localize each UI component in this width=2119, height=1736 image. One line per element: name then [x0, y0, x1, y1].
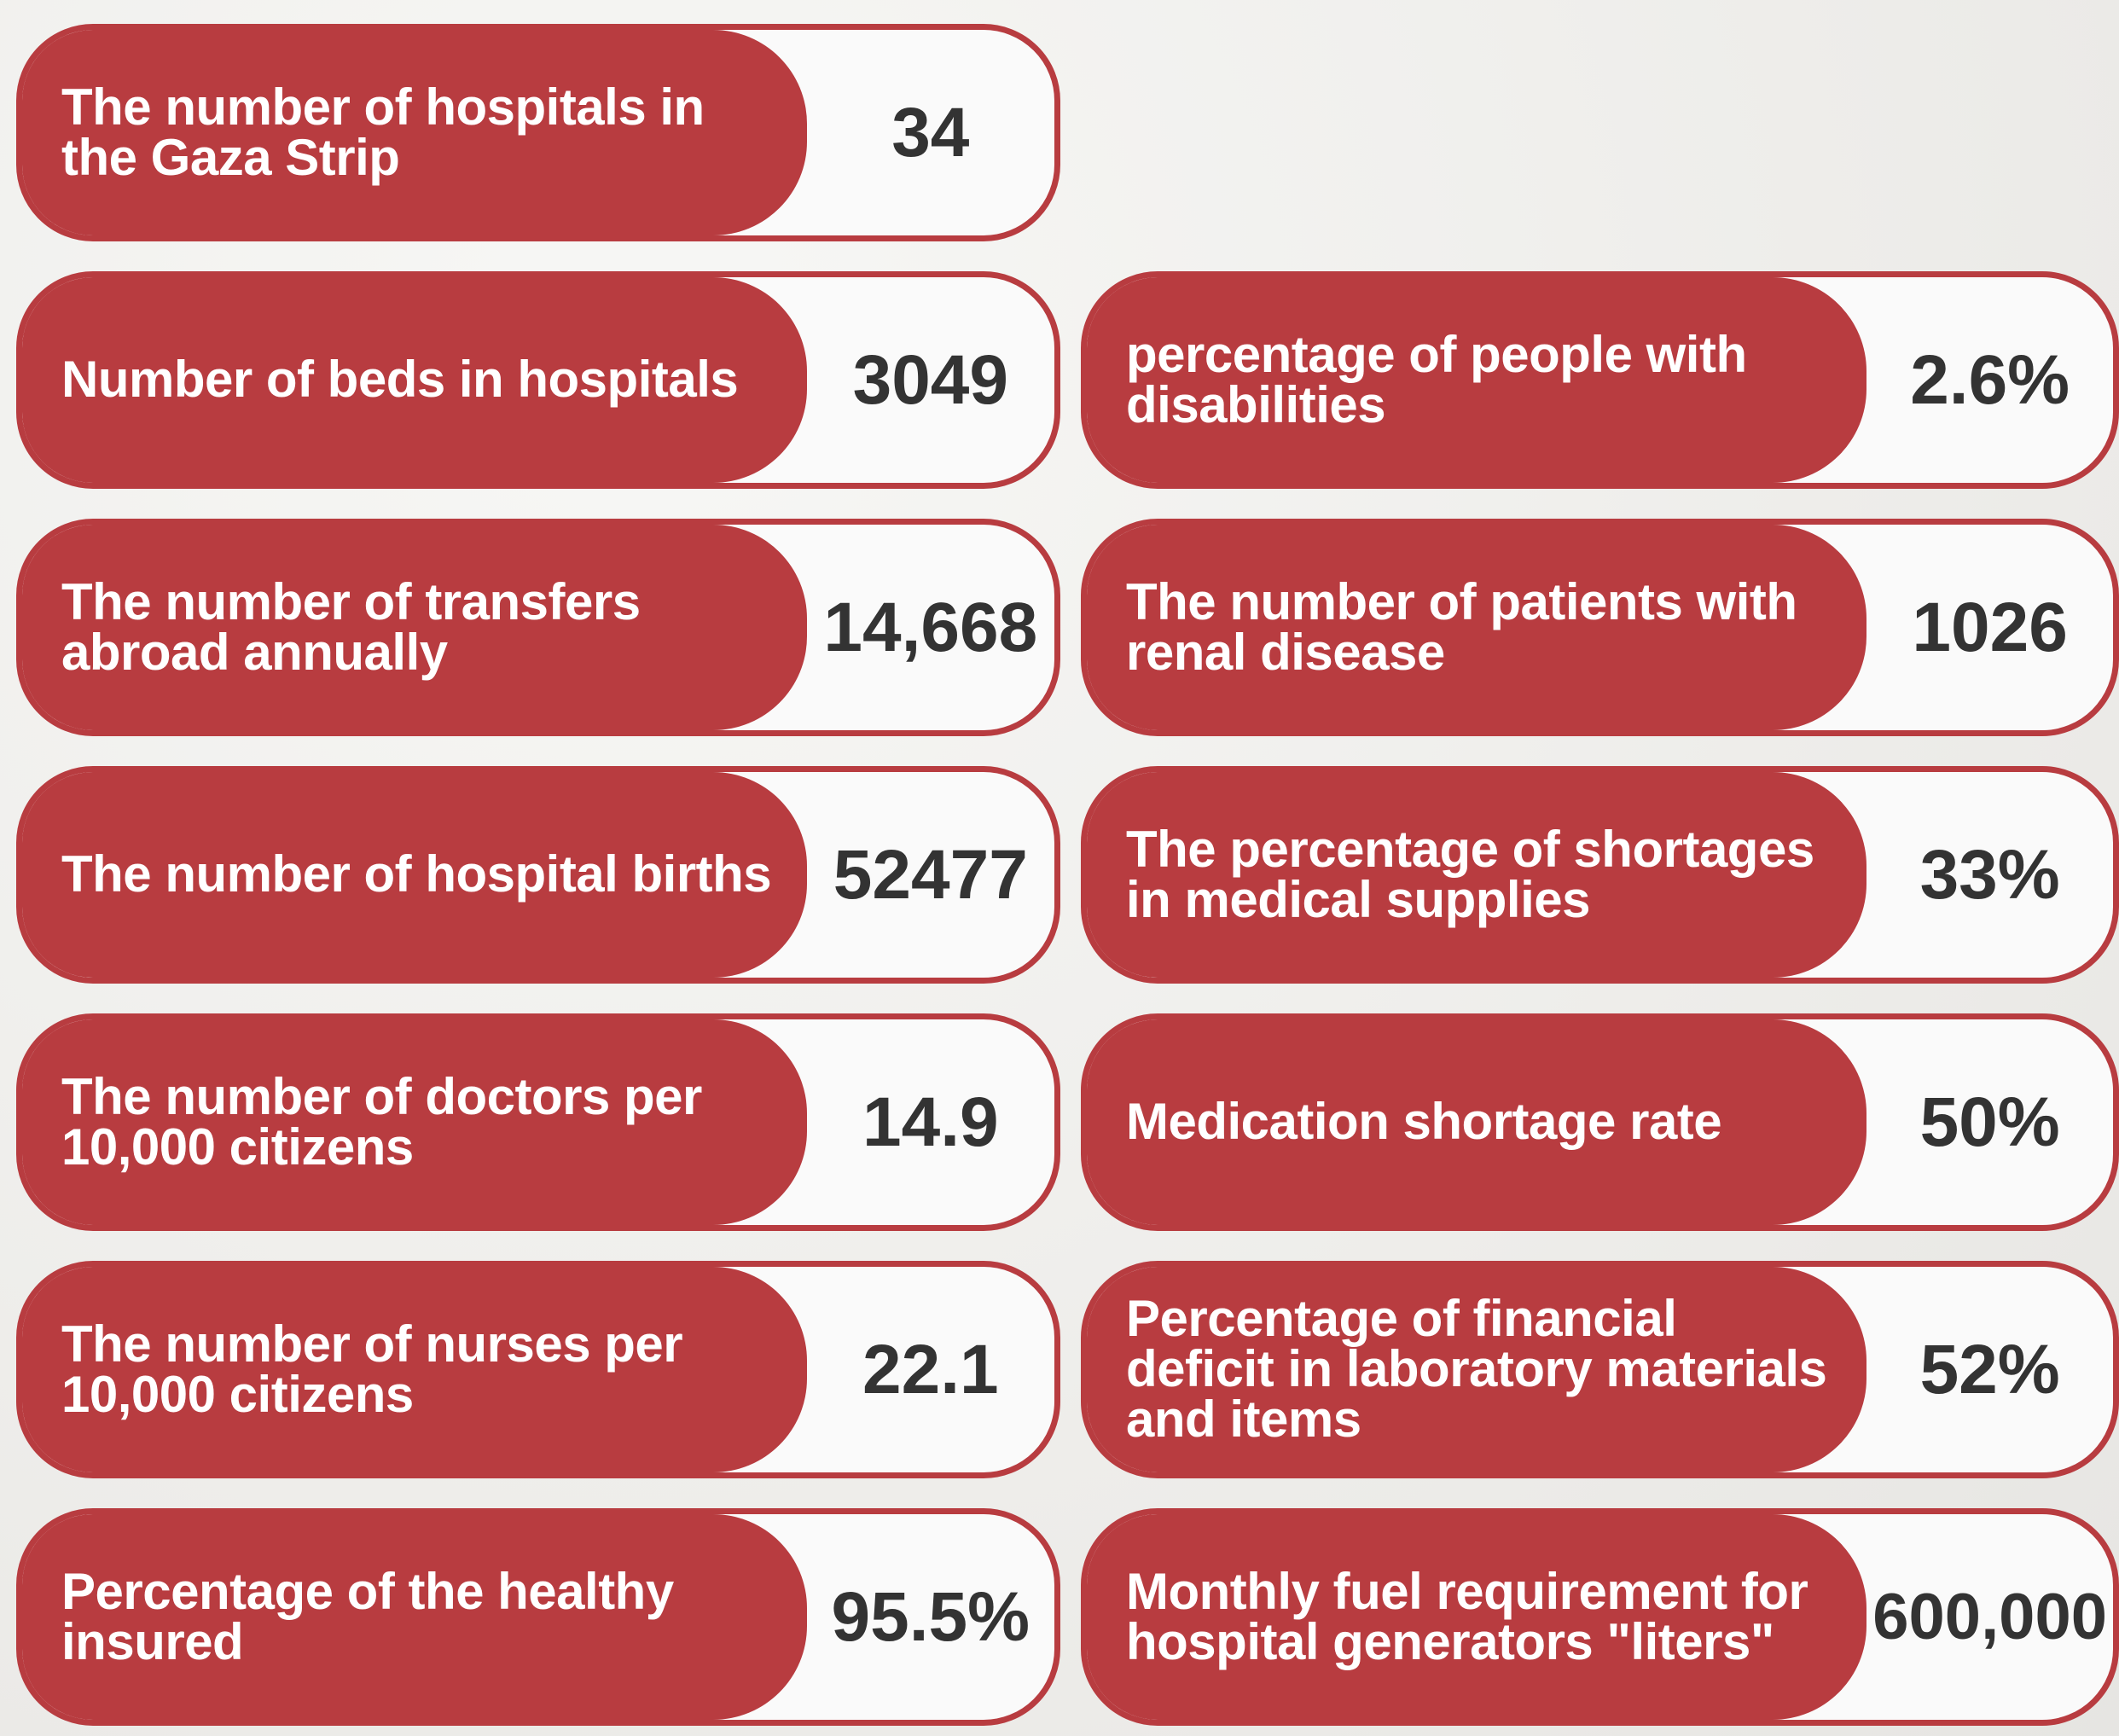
stat-value-text: 3049: [852, 340, 1009, 419]
stat-label: Percentage of the healthy insured: [61, 1562, 674, 1670]
stat-value-text: 600,000: [1872, 1581, 2107, 1653]
stat-value: 2.6%: [1866, 277, 2113, 483]
label-panel: The number of hospital births: [22, 772, 807, 978]
label-panel: Medication shortage rate: [1087, 1019, 1867, 1225]
stat-value-text: 14,668: [823, 588, 1038, 666]
stat-card: The number of doctors per 10,000 citizen…: [16, 1013, 1060, 1231]
stat-value-text: 52477: [833, 835, 1028, 914]
label-panel: The percentage of shortages in medical s…: [1087, 772, 1867, 978]
stat-card: percentage of people with disabilities 2.…: [1081, 271, 2119, 489]
stat-card: The number of nurses per 10,000 citizens…: [16, 1261, 1060, 1478]
stat-value: 52477: [807, 772, 1054, 978]
stat-value-text: 14.9: [862, 1083, 999, 1161]
stat-label: The number of nurses per 10,000 citizens: [61, 1315, 683, 1423]
stat-label: percentage of people with disabilities: [1126, 325, 1747, 433]
stat-value-text: 95.5%: [831, 1577, 1030, 1656]
stat-label: The percentage of shortages in medical s…: [1126, 820, 1814, 928]
stat-card: The number of patients with renal diseas…: [1081, 519, 2119, 736]
stat-label: Monthly fuel requirement for hospital ge…: [1126, 1562, 1808, 1670]
stat-value-text: 50%: [1919, 1083, 2060, 1161]
stat-value: 22.1: [807, 1267, 1054, 1472]
stat-label: The number of transfers abroad annually: [61, 572, 641, 681]
stat-label: Number of beds in hospitals: [61, 351, 739, 409]
label-panel: Percentage of financial deficit in labor…: [1087, 1267, 1867, 1472]
stat-label: The number of patients with renal diseas…: [1126, 572, 1797, 681]
stat-value-text: 33%: [1919, 835, 2060, 914]
label-panel: Monthly fuel requirement for hospital ge…: [1087, 1514, 1867, 1720]
stat-value-text: 1026: [1912, 588, 2068, 666]
stat-label: The number of doctors per 10,000 citizen…: [61, 1067, 702, 1176]
stat-value-text: 22.1: [862, 1330, 999, 1408]
stat-value: 3049: [807, 277, 1054, 483]
label-panel: Percentage of the healthy insured: [22, 1514, 807, 1720]
stat-card: Medication shortage rate 50%: [1081, 1013, 2119, 1231]
label-panel: percentage of people with disabilities: [1087, 277, 1867, 483]
stat-card: Percentage of the healthy insured 95.5%: [16, 1508, 1060, 1726]
stat-card: The number of transfers abroad annually 1…: [16, 519, 1060, 736]
stat-value-text: 52%: [1919, 1330, 2060, 1408]
stat-value: 1026: [1866, 525, 2113, 730]
stat-value-text: 34: [891, 93, 970, 171]
stat-value: 14,668: [807, 525, 1054, 730]
stat-value: 34: [807, 30, 1054, 235]
label-panel: The number of hospitals in the Gaza Stri…: [22, 30, 807, 235]
stat-label: The number of hospitals in the Gaza Stri…: [61, 78, 705, 186]
stat-card: The percentage of shortages in medical s…: [1081, 766, 2119, 984]
label-panel: The number of transfers abroad annually: [22, 525, 807, 730]
stat-label: Medication shortage rate: [1126, 1093, 1722, 1151]
stat-value: 50%: [1866, 1019, 2113, 1225]
label-panel: The number of nurses per 10,000 citizens: [22, 1267, 807, 1472]
label-panel: The number of doctors per 10,000 citizen…: [22, 1019, 807, 1225]
stat-value: 95.5%: [807, 1514, 1054, 1720]
stat-label: The number of hospital births: [61, 845, 772, 903]
stat-value: 33%: [1866, 772, 2113, 978]
stat-card: Number of beds in hospitals 3049: [16, 271, 1060, 489]
stat-value-text: 2.6%: [1910, 340, 2070, 419]
stat-card: Percentage of financial deficit in labor…: [1081, 1261, 2119, 1478]
stat-card: Monthly fuel requirement for hospital ge…: [1081, 1508, 2119, 1726]
stat-card: The number of hospital births 52477: [16, 766, 1060, 984]
label-panel: The number of patients with renal diseas…: [1087, 525, 1867, 730]
stat-value: 52%: [1866, 1267, 2113, 1472]
stat-label: Percentage of financial deficit in labor…: [1126, 1290, 1827, 1448]
stat-value: 600,000: [1866, 1514, 2113, 1720]
stat-card: The number of hospitals in the Gaza Stri…: [16, 24, 1060, 241]
label-panel: Number of beds in hospitals: [22, 277, 807, 483]
stat-value: 14.9: [807, 1019, 1054, 1225]
